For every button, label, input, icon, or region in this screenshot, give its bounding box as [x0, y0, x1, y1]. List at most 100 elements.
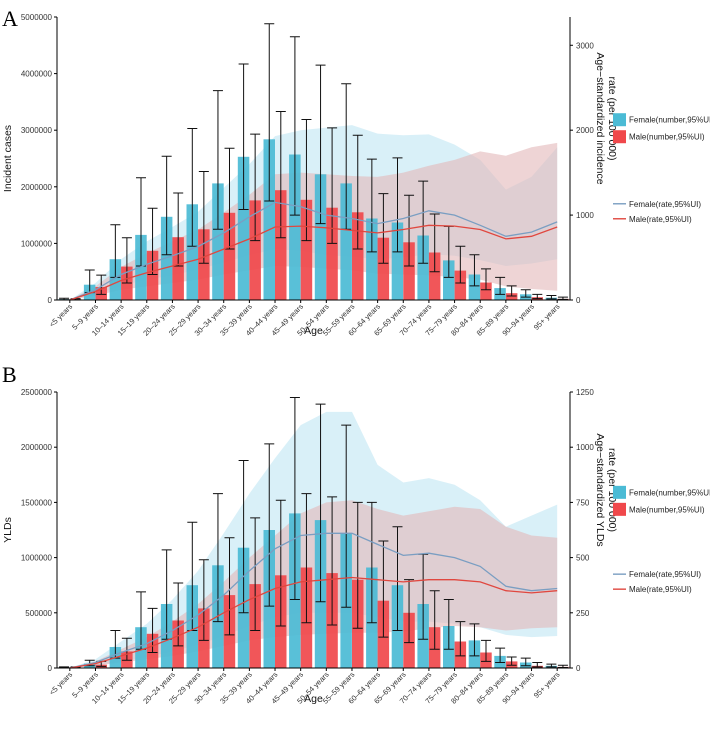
y2-tick-label: 3000 — [576, 41, 594, 50]
y-axis-title: YLDs — [2, 517, 14, 543]
female-error-bar — [520, 657, 531, 667]
male-error-bar — [480, 639, 491, 662]
legend-line-label: Male(rate,95%UI) — [629, 215, 692, 224]
male-error-bar — [96, 274, 107, 295]
male-error-bar — [404, 579, 415, 644]
male-bar — [249, 200, 261, 300]
female-bar — [468, 274, 481, 300]
female-bar — [109, 259, 122, 300]
legend-bar-label: Female(number,95%UI) — [629, 488, 710, 497]
male-bar — [146, 250, 159, 300]
female-error-bar — [366, 158, 377, 253]
male-bar — [505, 293, 518, 300]
male-error-bar — [121, 237, 132, 284]
female-bar — [340, 183, 352, 300]
male-error-bar — [378, 540, 389, 638]
male-error-bar — [455, 621, 466, 657]
male-error-bar — [301, 493, 312, 624]
female-error-bar — [264, 443, 275, 607]
male-rate-line — [69, 224, 558, 301]
female-error-bar — [546, 294, 557, 300]
panel-letter-a: A — [2, 6, 18, 31]
female-bar — [212, 183, 224, 300]
male-bar — [428, 252, 441, 300]
legend-bar-label: Female(number,95%UI) — [629, 116, 710, 125]
male-error-bar — [404, 194, 415, 267]
female-bar — [366, 218, 378, 300]
female-error-bar — [264, 23, 275, 202]
y-tick-label: 5000000 — [21, 13, 53, 22]
female-error-bar — [366, 501, 377, 624]
male-error-bar — [275, 111, 286, 239]
female-error-bar — [238, 63, 249, 210]
female-error-bar — [495, 276, 506, 295]
y2-tick-label: 0 — [576, 664, 581, 673]
female-error-bar — [341, 424, 352, 608]
male-error-bar — [429, 213, 440, 273]
male-error-bar — [480, 268, 491, 291]
female-error-bar — [443, 599, 454, 650]
male-error-bar — [147, 207, 158, 276]
male-error-bar — [224, 537, 235, 636]
male-error-bar — [352, 134, 363, 250]
male-error-bar — [352, 501, 363, 629]
y-tick-label: 2000000 — [21, 443, 53, 452]
male-error-bar — [557, 296, 568, 300]
male-error-bar — [275, 499, 286, 627]
male-error-bar — [455, 245, 466, 284]
female-bar — [263, 139, 275, 300]
male-error-bar — [378, 193, 389, 264]
male-error-bar — [327, 496, 338, 626]
male-error-bar — [250, 133, 261, 242]
female-error-bar — [392, 157, 403, 253]
female-error-bar — [289, 397, 300, 601]
y-tick-label: 3000000 — [21, 126, 53, 135]
y2-tick-label: 2000 — [576, 126, 594, 135]
y-tick-label: 1000000 — [21, 239, 53, 248]
male-bar — [352, 212, 364, 300]
legend-bar-swatch — [613, 485, 626, 499]
y-axis-title: Incident cases — [2, 125, 14, 192]
female-bar — [443, 260, 455, 300]
male-error-bar — [532, 293, 543, 300]
male-error-bar — [429, 590, 440, 650]
panel-letter-b: B — [2, 362, 17, 387]
y-tick-label: 1000000 — [21, 554, 53, 563]
y2-tick-label: 500 — [576, 554, 590, 563]
male-bar — [223, 212, 236, 300]
male-error-bar — [198, 559, 209, 641]
female-bar — [237, 156, 250, 300]
y-tick-label: 1500000 — [21, 498, 53, 507]
male-error-bar — [506, 656, 517, 666]
female-bar — [186, 204, 198, 300]
female-error-bar — [469, 623, 480, 657]
y-tick-label: 0 — [48, 296, 53, 305]
legend-bar-swatch — [613, 130, 626, 144]
male-bar — [403, 242, 415, 300]
legend-line-label: Female(rate,95%UI) — [629, 200, 701, 209]
male-bar — [480, 282, 492, 300]
female-error-bar — [187, 128, 198, 247]
y2-axis-title-line: Age−standardized YLDs — [594, 433, 606, 546]
y-tick-label: 500000 — [25, 609, 52, 618]
legend-bar-swatch — [613, 502, 626, 516]
y-tick-label: 4000000 — [21, 70, 53, 79]
male-error-bar — [506, 285, 517, 297]
x-axis-title: Age — [304, 693, 323, 705]
male-bar — [326, 207, 338, 300]
legend-bar-label: Male(number,95%UI) — [629, 505, 705, 514]
male-bar — [377, 237, 390, 300]
y2-tick-label: 1250 — [576, 388, 594, 397]
legend-line-label: Male(rate,95%UI) — [629, 585, 692, 594]
x-tick-label: 95+ years — [532, 302, 562, 332]
male-error-bar — [250, 517, 261, 631]
female-error-bar — [469, 254, 480, 287]
female-error-bar — [289, 36, 300, 216]
male-error-bar — [327, 127, 338, 244]
panel-a: A 0 1000000 2000000 3000000 4000000 5000000 0 1… — [2, 6, 710, 338]
female-bar — [289, 154, 301, 300]
female-bar — [417, 235, 429, 300]
male-error-bar — [301, 118, 312, 242]
female-error-bar — [418, 180, 429, 264]
